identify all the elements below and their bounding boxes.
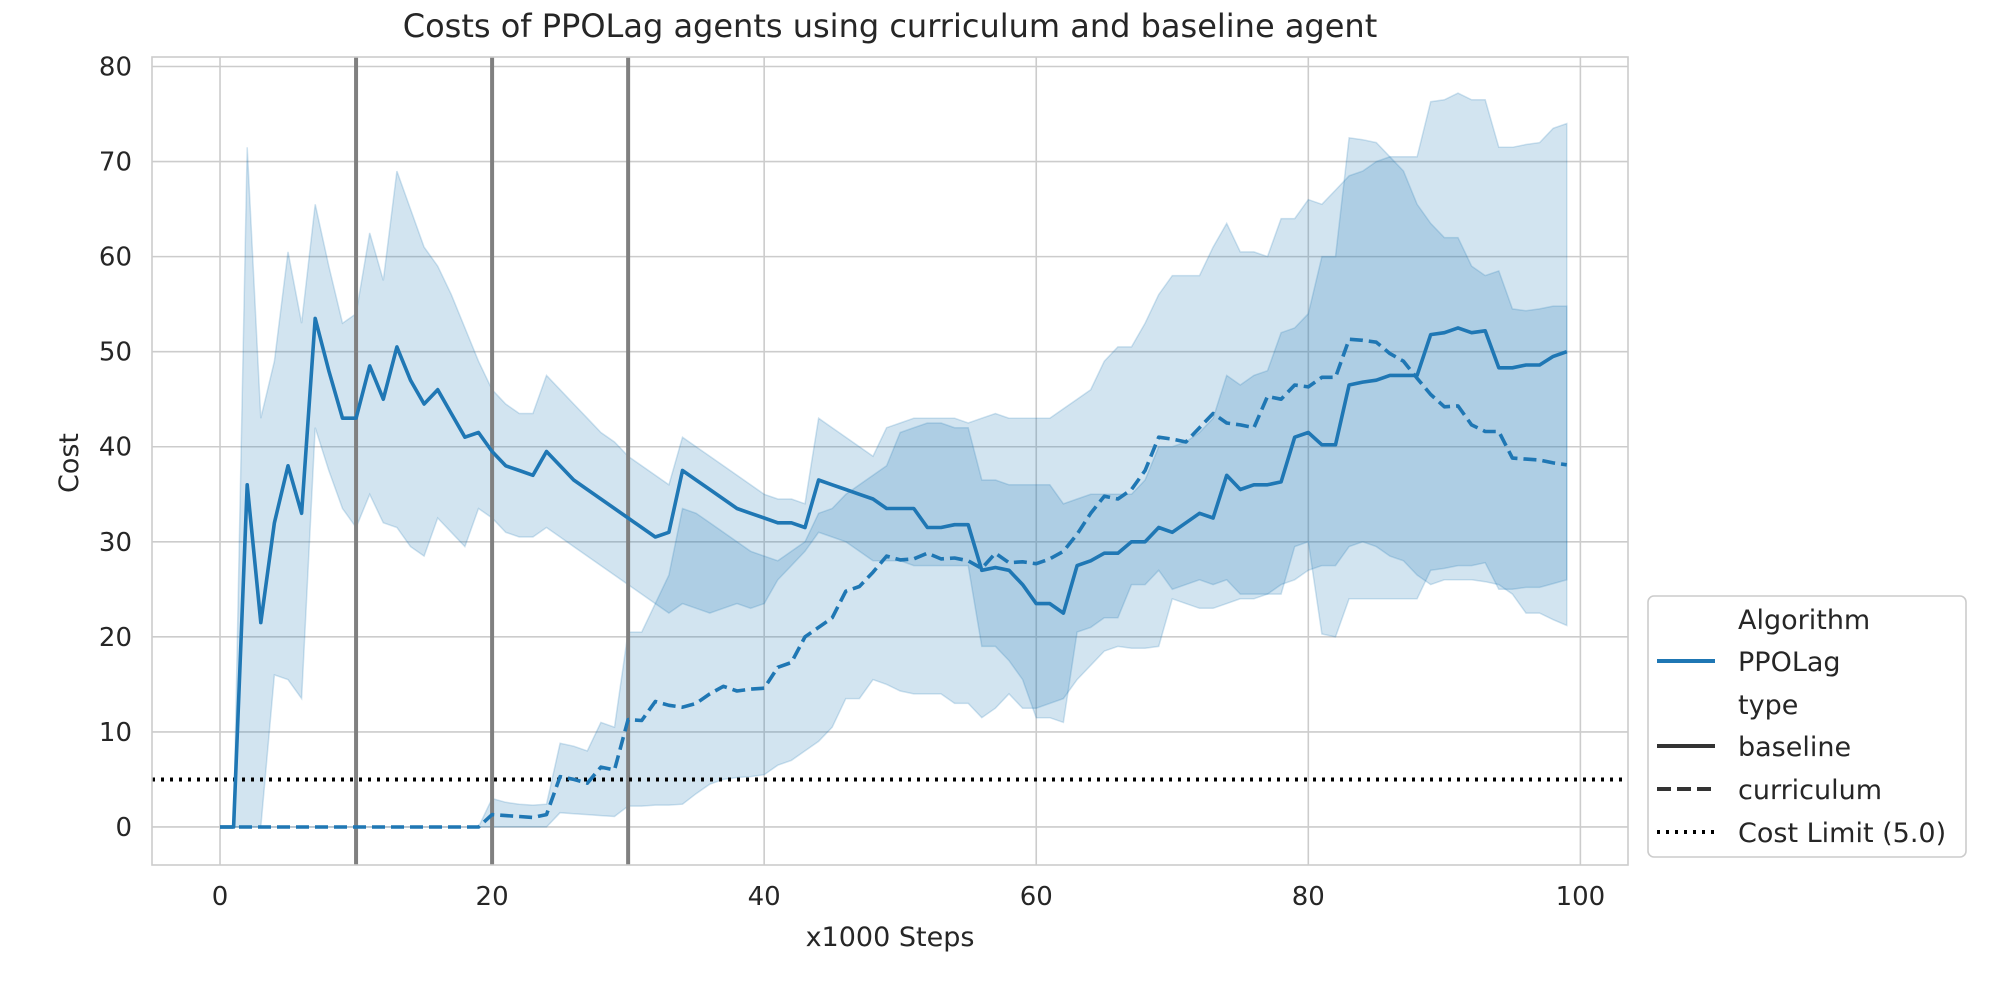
legend-header-type: type: [1738, 690, 1798, 721]
series-lines: [220, 316, 1568, 829]
confidence-bands: [220, 92, 1568, 828]
x-tick-label: 40: [748, 882, 781, 912]
y-tick-label: 30: [99, 528, 132, 558]
x-tick-label: 20: [476, 882, 509, 912]
x-tick-label: 100: [1556, 882, 1606, 912]
y-tick-label: 50: [99, 338, 132, 368]
y-axis-label: Cost: [54, 433, 85, 493]
legend: Algorithm PPOLag type baseline curriculu…: [1647, 595, 1967, 858]
legend-box: [1647, 595, 1967, 858]
legend-header-algorithm: Algorithm: [1738, 605, 1870, 636]
y-tick-label: 40: [99, 433, 132, 463]
legend-entry-cost-limit: Cost Limit (5.0): [1738, 818, 1946, 849]
y-tick-label: 60: [99, 243, 132, 273]
x-tick-label: 60: [1020, 882, 1053, 912]
curriculum-stage-lines: [354, 57, 631, 865]
y-tick-label: 70: [99, 148, 132, 178]
plot-frame: [151, 56, 1629, 866]
confidence-band-curriculum: [220, 136, 1568, 828]
y-tick-label: 80: [99, 53, 132, 83]
legend-entry-ppolag: PPOLag: [1738, 647, 1841, 678]
confidence-band-baseline: [220, 92, 1568, 828]
legend-entry-curriculum: curriculum: [1738, 775, 1882, 806]
x-axis-label: x1000 Steps: [806, 922, 975, 953]
legend-entry-baseline: baseline: [1738, 732, 1851, 763]
x-tick-label: 0: [212, 882, 229, 912]
y-tick-label: 0: [115, 813, 132, 843]
y-tick-label: 10: [99, 718, 132, 748]
chart-title: Costs of PPOLag agents using curriculum …: [403, 7, 1378, 45]
tick-labels: 0 20 40 60 80 100 0 10 20 30 40 50 60 70 80: [99, 53, 1605, 912]
x-tick-label: 80: [1292, 882, 1325, 912]
y-tick-label: 20: [99, 623, 132, 653]
series-line-baseline: [220, 316, 1568, 829]
